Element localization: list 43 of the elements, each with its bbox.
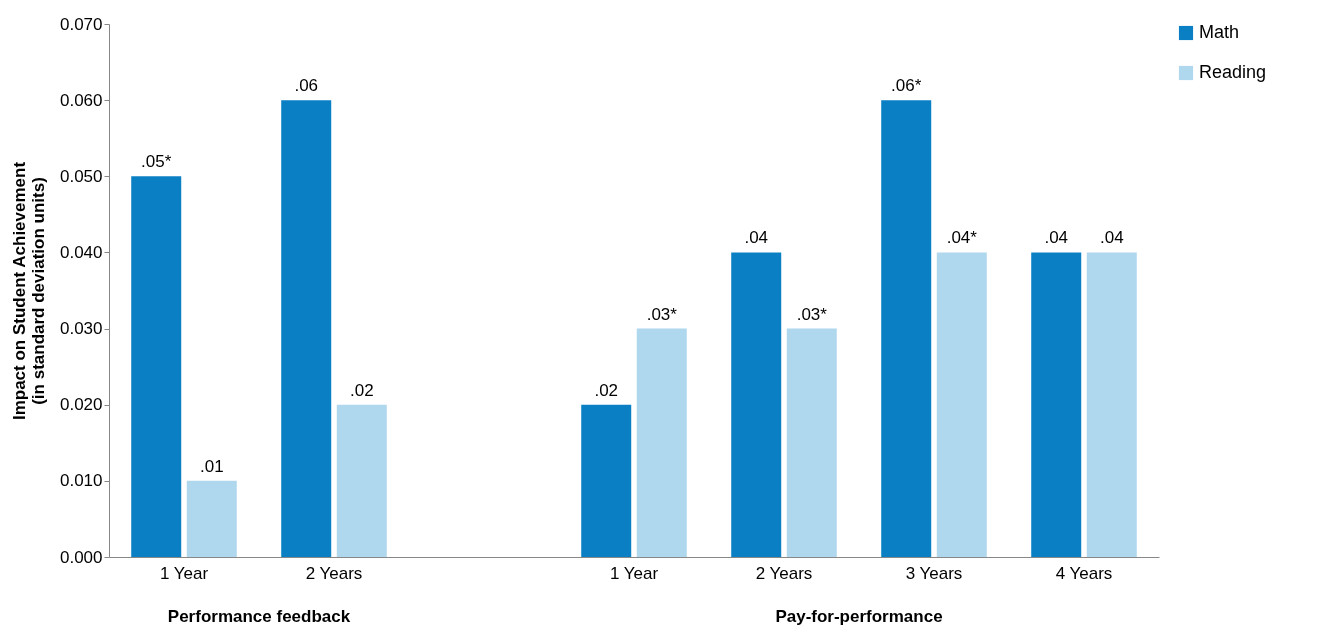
data-label: .04* — [946, 228, 978, 248]
legend-label: Reading — [1199, 62, 1267, 82]
data-label: .04 — [744, 228, 769, 248]
y-axis-title: Impact on Student Achievement (in standard deviation units) — [9, 161, 48, 421]
x-tick-label: 1 Year — [159, 563, 209, 583]
text: Performance feedback — [167, 607, 351, 626]
data-label: .06 — [294, 76, 319, 96]
bar — [1086, 252, 1137, 557]
x-tick-label: 3 Years — [905, 563, 963, 583]
x-tick-label: 1 Year — [609, 563, 659, 583]
y-tick-label: 0.030 — [59, 319, 103, 339]
x-tick-label: 4 Years — [1055, 563, 1113, 583]
bar — [881, 100, 932, 557]
bar — [581, 404, 632, 557]
y-tick-label: 0.020 — [59, 395, 103, 415]
data-label: .06* — [891, 76, 922, 96]
bar — [731, 252, 782, 557]
y-tick-label: 0.010 — [59, 471, 103, 491]
bar — [636, 328, 687, 557]
bar — [786, 328, 837, 557]
bar — [131, 176, 182, 557]
y-tick-label: 0.060 — [59, 90, 103, 110]
x-tick-label: 2 Years — [305, 563, 363, 583]
bar — [336, 404, 387, 557]
y-tick-label: 0.070 — [59, 14, 103, 34]
bar — [186, 480, 237, 557]
data-label: .02 — [594, 380, 619, 400]
data-label: .04 — [1044, 228, 1069, 248]
data-label: .04 — [1099, 228, 1124, 248]
bar — [1031, 252, 1082, 557]
bar — [936, 252, 987, 557]
data-label: .02 — [349, 380, 374, 400]
y-tick-label: 0.050 — [59, 166, 103, 186]
y-tick-label: 0.040 — [59, 242, 103, 262]
text: Pay-for-performance — [775, 607, 943, 626]
data-label: .03* — [796, 304, 828, 324]
data-label: .01 — [199, 456, 224, 476]
y-tick-label: 0.000 — [59, 547, 103, 567]
bar — [281, 100, 332, 557]
legend-label: Math — [1199, 22, 1240, 42]
data-label: .03* — [646, 304, 678, 324]
x-tick-label: 2 Years — [755, 563, 813, 583]
data-label: .05* — [141, 152, 172, 172]
